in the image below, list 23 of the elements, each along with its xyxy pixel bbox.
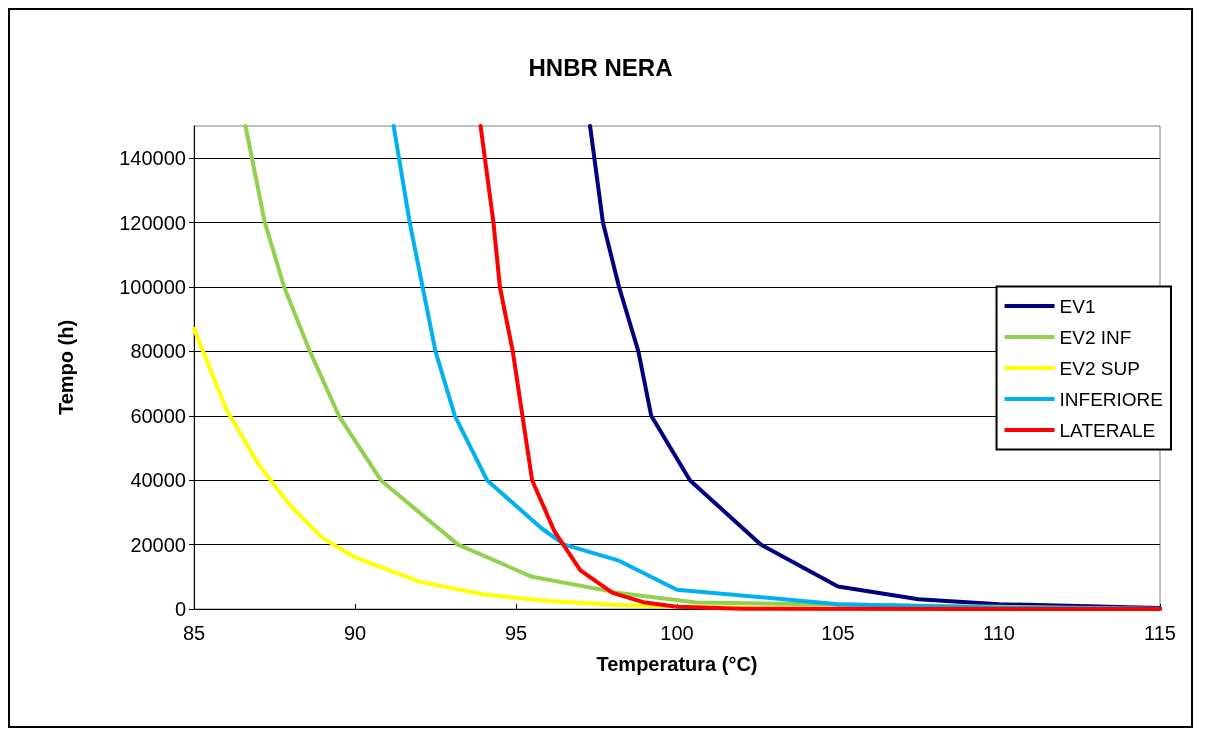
y-tick-label: 100000 <box>119 276 186 298</box>
y-tick-label: 40000 <box>130 469 186 492</box>
legend-label: LATERALE <box>1059 419 1156 441</box>
x-axis-title: Temperatura (°C) <box>596 653 758 675</box>
y-tick-label: 120000 <box>119 211 186 234</box>
legend-label: EV2 SUP <box>1059 357 1140 379</box>
x-tick-label: 95 <box>504 622 528 644</box>
x-tick-label: 110 <box>983 622 1015 644</box>
legend-label: INFERIORE <box>1059 388 1163 410</box>
y-tick-label: 20000 <box>130 533 186 556</box>
x-tick-label: 90 <box>343 622 367 644</box>
x-tick-label: 100 <box>660 622 694 644</box>
y-tick-label: 0 <box>174 598 186 620</box>
x-tick-label: 105 <box>821 622 855 644</box>
y-tick-label: 60000 <box>130 404 186 427</box>
y-tick-label: 140000 <box>119 147 186 170</box>
y-axis-title: Tempo (h) <box>55 319 77 416</box>
legend-label: EV1 <box>1059 295 1096 317</box>
x-tick-label: 85 <box>182 622 206 644</box>
chart-title: HNBR NERA <box>528 53 673 81</box>
y-tick-label: 80000 <box>130 340 186 363</box>
x-tick-label: 115 <box>1144 622 1176 644</box>
legend-label: EV2 INF <box>1059 326 1132 348</box>
